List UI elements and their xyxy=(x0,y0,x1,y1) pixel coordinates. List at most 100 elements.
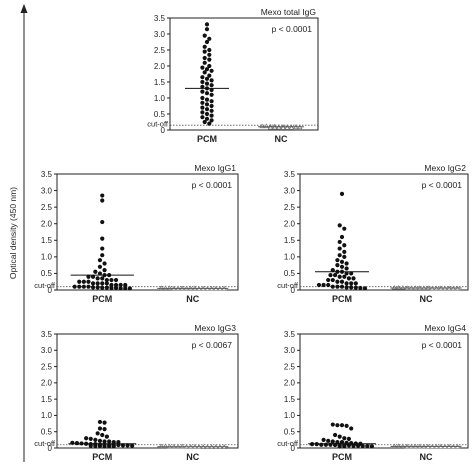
y-tick-label: 1.5 xyxy=(284,236,296,245)
data-point-pcm xyxy=(353,285,358,290)
data-point-pcm xyxy=(337,223,342,228)
y-tick-label: 2.0 xyxy=(41,220,53,229)
data-point-pcm xyxy=(209,103,214,109)
y-tick-label: 1.0 xyxy=(284,411,296,420)
data-point-pcm xyxy=(123,282,128,288)
y-tick-label: 3.0 xyxy=(41,186,53,195)
data-point-pcm xyxy=(326,277,331,283)
data-point-pcm xyxy=(333,432,338,438)
p-value: p < 0.0001 xyxy=(422,340,463,350)
y-tick-label: 3.5 xyxy=(41,170,53,179)
data-point-nc xyxy=(280,125,286,130)
data-point-pcm xyxy=(81,279,86,284)
data-point-pcm xyxy=(349,285,354,290)
data-point-pcm xyxy=(335,284,340,289)
data-point-pcm xyxy=(204,102,210,107)
data-point-pcm xyxy=(202,33,207,38)
data-point-pcm xyxy=(337,239,342,245)
plot-frame xyxy=(56,333,239,449)
data-point-nc xyxy=(284,125,290,130)
data-point-pcm xyxy=(330,422,335,427)
data-point-pcm xyxy=(200,65,205,70)
data-point-pcm xyxy=(77,279,82,284)
arrow-up-icon xyxy=(20,4,28,13)
data-point-pcm xyxy=(102,427,107,432)
y-tick-label: 1.5 xyxy=(154,78,166,87)
data-point-pcm xyxy=(109,282,114,288)
data-point-pcm xyxy=(100,432,105,438)
data-point-pcm xyxy=(104,285,109,290)
data-point-pcm xyxy=(360,443,365,449)
y-tick-label: 2.5 xyxy=(41,203,53,212)
category-label: NC xyxy=(186,452,199,462)
y-tick-label: 0.5 xyxy=(284,428,296,437)
data-point-pcm xyxy=(95,281,100,286)
y-tick-label: 1.0 xyxy=(41,411,53,420)
data-point-pcm xyxy=(204,39,210,45)
chart-panel-4: 0 0.5 1.0 1.5 2.0 2.5 3.0 3.5 cut-off Mexo IgG3 p … xyxy=(34,323,239,462)
data-point-pcm xyxy=(330,268,335,273)
data-point-pcm xyxy=(113,285,119,291)
data-point-pcm xyxy=(330,284,335,289)
data-point-pcm xyxy=(335,440,340,445)
data-point-pcm xyxy=(342,254,347,259)
data-point-pcm xyxy=(337,434,342,439)
category-label: NC xyxy=(186,294,199,304)
data-point-pcm xyxy=(209,87,214,93)
y-tick-label: 3.0 xyxy=(284,186,296,195)
y-tick-label: 0.5 xyxy=(41,269,53,278)
data-point-pcm xyxy=(333,272,338,278)
data-point-nc xyxy=(391,284,398,290)
data-point-pcm xyxy=(90,285,96,290)
chart-panel-5: 0 0.5 1.0 1.5 2.0 2.5 3.0 3.5 cut-off Mexo IgG4 p … xyxy=(277,323,469,462)
data-point-pcm xyxy=(342,243,347,248)
plot-frame xyxy=(56,173,239,291)
cutoff-label: cut-off xyxy=(277,439,299,448)
data-point-pcm xyxy=(123,286,128,291)
y-tick-label: 0 xyxy=(291,444,296,453)
data-point-pcm xyxy=(100,198,105,203)
data-point-pcm xyxy=(209,92,214,97)
data-point-pcm xyxy=(351,443,356,448)
data-point-pcm xyxy=(84,436,89,441)
category-label: PCM xyxy=(332,452,352,462)
data-point-pcm xyxy=(107,444,112,449)
data-point-pcm xyxy=(204,107,210,112)
data-point-pcm xyxy=(346,276,351,281)
data-point-pcm xyxy=(100,246,105,251)
data-point-pcm xyxy=(342,444,347,449)
category-label: NC xyxy=(420,452,433,462)
data-point-pcm xyxy=(365,443,370,449)
category-label: PCM xyxy=(332,294,352,304)
data-point-pcm xyxy=(93,443,98,449)
data-point-pcm xyxy=(109,277,114,283)
data-point-pcm xyxy=(339,279,345,284)
data-point-pcm xyxy=(337,444,342,449)
data-point-pcm xyxy=(346,436,351,441)
data-point-pcm xyxy=(346,443,351,448)
data-point-pcm xyxy=(97,443,103,449)
y-tick-label: 3.5 xyxy=(154,14,166,23)
data-point-pcm xyxy=(207,57,212,62)
data-point-pcm xyxy=(116,440,121,445)
data-point-pcm xyxy=(321,437,326,442)
data-point-pcm xyxy=(93,269,98,274)
p-value: p < 0.0001 xyxy=(272,24,313,34)
data-point-pcm xyxy=(339,284,345,289)
data-point-pcm xyxy=(90,281,96,286)
data-point-pcm xyxy=(326,282,331,288)
data-point-nc xyxy=(175,443,181,449)
data-point-pcm xyxy=(200,79,205,85)
y-tick-label: 1.5 xyxy=(41,395,53,404)
y-tick-label: 0.5 xyxy=(284,269,296,278)
y-tick-label: 3.5 xyxy=(284,330,296,339)
p-value: p < 0.0001 xyxy=(422,180,463,190)
data-point-pcm xyxy=(369,444,374,449)
data-point-pcm xyxy=(95,285,100,290)
data-point-pcm xyxy=(113,277,119,283)
data-point-pcm xyxy=(202,119,207,125)
data-point-pcm xyxy=(204,76,210,81)
y-tick-label: 1.0 xyxy=(41,253,53,262)
data-point-pcm xyxy=(344,266,349,271)
